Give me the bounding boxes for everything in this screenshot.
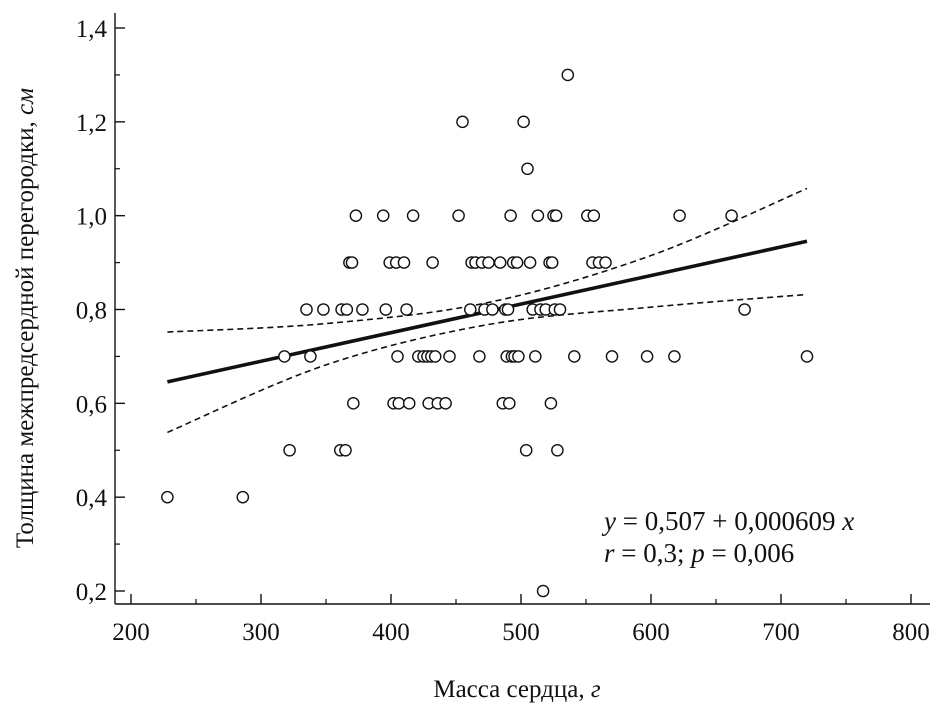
data-point [519,443,533,457]
correlation-stats: r = 0,3; p = 0,006 [604,538,794,568]
y-tick-label: 1,4 [76,16,108,43]
data-point [463,303,477,316]
data-point [568,350,581,363]
data-point [304,350,317,363]
data-point [161,490,174,504]
data-point [376,209,390,222]
data-point [345,256,359,269]
x-tick-label: 600 [632,619,670,646]
data-point [402,397,416,410]
data-point [502,397,516,410]
data-point [551,443,564,457]
data-point [531,209,545,222]
upper-confidence-curve [167,187,808,333]
y-tick-label: 1,0 [76,204,107,231]
y-axis-ticks: 0,2 0,4 0,6 0,8 1,0 1,2 1,4 [76,16,125,606]
data-point [493,256,507,269]
data-point [356,303,369,316]
data-point [346,397,360,410]
data-point [605,350,619,363]
data-point [521,162,534,176]
data-point [561,68,575,82]
x-tick-label: 700 [762,619,800,646]
data-point [426,256,439,269]
data-point [673,209,686,222]
data-point [349,209,363,222]
data-point [668,350,681,363]
data-points [161,68,814,598]
x-tick-label: 400 [372,619,410,646]
data-point [587,209,601,222]
y-axis-title: Толщина межпредсердной перегородки, см [12,88,39,548]
data-point [283,443,296,457]
data-point [397,256,411,269]
data-point [510,256,524,269]
data-point [512,350,525,363]
y-tick-label: 0,8 [76,298,107,325]
data-point [406,209,420,222]
data-point [725,209,738,222]
data-point [640,350,654,363]
data-point [486,303,499,316]
data-point [549,209,563,222]
y-tick-label: 0,4 [76,485,108,512]
x-tick-label: 500 [502,619,540,646]
data-point [379,303,393,316]
data-point [400,303,413,316]
lower-confidence-curve [167,293,808,434]
data-point [317,303,330,316]
data-point [456,115,469,129]
data-point [501,303,515,316]
data-point [473,350,486,363]
data-point [391,350,404,363]
data-point [236,490,250,504]
data-point [482,256,495,269]
x-tick-label: 200 [112,619,150,646]
axes [114,13,930,605]
data-point [439,397,452,410]
data-point [452,209,465,222]
data-point [340,303,354,316]
y-tick-label: 0,6 [76,391,107,418]
data-point [278,350,291,363]
data-point [599,256,612,269]
y-tick-label: 0,2 [76,579,107,606]
x-axis-ticks: 200 300 400 500 600 700 800 [112,594,930,646]
data-point [339,443,352,457]
data-point [517,115,530,129]
x-tick-label: 300 [242,619,280,646]
data-point [529,350,542,363]
x-tick-label: 800 [892,619,930,646]
data-point [800,350,814,363]
x-axis-title: Масса сердца, г [433,676,601,703]
data-point [443,350,456,363]
data-point [300,303,313,316]
data-point [504,209,517,222]
data-point [536,584,550,598]
y-tick-label: 1,2 [76,110,107,137]
data-point [553,303,567,316]
data-point [428,350,442,363]
data-point [392,397,406,410]
regression-equation: y = 0,507 + 0,000609 x [601,506,854,536]
data-point [523,256,537,269]
data-point [738,303,751,316]
data-point [544,397,558,410]
data-point [545,256,559,269]
confidence-band [167,187,808,434]
